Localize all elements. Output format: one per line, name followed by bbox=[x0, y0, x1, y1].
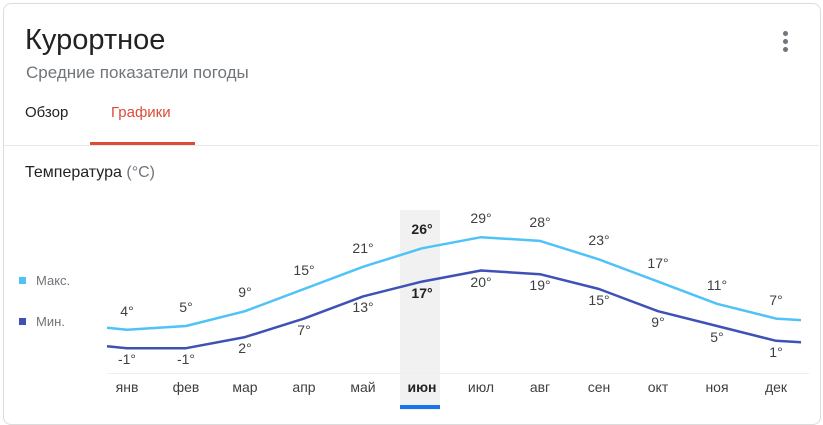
max-label: 26° bbox=[411, 221, 433, 238]
max-label: 11° bbox=[706, 276, 728, 293]
more-vert-icon[interactable] bbox=[780, 31, 792, 53]
min-label: -1° bbox=[117, 351, 137, 368]
chart-title: Температура (°C) bbox=[25, 164, 155, 182]
legend-max-label: Макс. bbox=[36, 273, 71, 288]
max-label: 4° bbox=[120, 302, 134, 319]
max-label: 29° bbox=[470, 210, 492, 227]
legend-min-swatch bbox=[19, 318, 26, 326]
month-tab[interactable]: янв bbox=[115, 379, 139, 395]
min-label: 1° bbox=[769, 343, 783, 360]
max-label: 21° bbox=[352, 239, 374, 256]
max-label: 28° bbox=[529, 213, 551, 230]
tab-charts[interactable]: Графики bbox=[111, 104, 171, 121]
max-temp-line bbox=[106, 235, 802, 331]
min-label: 20° bbox=[470, 273, 492, 290]
month-tab[interactable]: авг bbox=[529, 379, 551, 395]
min-label: 5° bbox=[710, 329, 724, 345]
max-label: 15° bbox=[293, 262, 315, 278]
max-label: 9° bbox=[238, 284, 252, 301]
selected-month-highlight bbox=[400, 210, 440, 410]
min-label: 17° bbox=[411, 284, 433, 301]
month-tab[interactable]: окт bbox=[647, 379, 669, 395]
min-label: -1° bbox=[176, 351, 196, 368]
min-label: 2° bbox=[238, 340, 252, 357]
month-tab[interactable]: апр bbox=[292, 379, 316, 395]
divider bbox=[4, 145, 819, 146]
min-label: 15° bbox=[588, 292, 610, 308]
temperature-plot bbox=[106, 235, 802, 350]
month-tab[interactable]: фев bbox=[172, 379, 200, 395]
month-tab[interactable]: мар bbox=[232, 379, 258, 395]
legend-min: Мин. bbox=[19, 314, 65, 329]
x-axis-line bbox=[107, 373, 809, 374]
tab-overview[interactable]: Обзор bbox=[25, 104, 69, 121]
subtitle: Средние показатели погоды bbox=[26, 63, 249, 82]
location-title: Курортное bbox=[25, 24, 166, 56]
min-label: 9° bbox=[651, 314, 665, 331]
legend-min-label: Мин. bbox=[36, 314, 65, 329]
min-label: 13° bbox=[352, 299, 374, 316]
month-tab[interactable]: сен bbox=[587, 379, 611, 395]
month-tab[interactable]: июл bbox=[467, 379, 495, 395]
min-temp-line bbox=[106, 269, 802, 350]
selected-month-indicator bbox=[400, 405, 440, 409]
month-tab[interactable]: май bbox=[350, 379, 376, 395]
max-label: 7° bbox=[769, 291, 783, 308]
legend-max: Макс. bbox=[19, 273, 70, 288]
min-label: 19° bbox=[529, 277, 551, 294]
month-tab[interactable]: ноя bbox=[705, 379, 729, 395]
legend-max-swatch bbox=[19, 277, 26, 285]
month-tab[interactable]: дек bbox=[764, 379, 788, 395]
min-label: 7° bbox=[297, 321, 311, 338]
chart-unit: (°C) bbox=[126, 164, 155, 181]
active-tab-indicator bbox=[90, 142, 195, 145]
chart-title-text: Температура bbox=[25, 164, 122, 181]
max-label: 23° bbox=[588, 232, 610, 249]
month-tab[interactable]: июн bbox=[407, 379, 437, 395]
max-label: 5° bbox=[179, 299, 193, 315]
max-label: 17° bbox=[647, 254, 669, 271]
